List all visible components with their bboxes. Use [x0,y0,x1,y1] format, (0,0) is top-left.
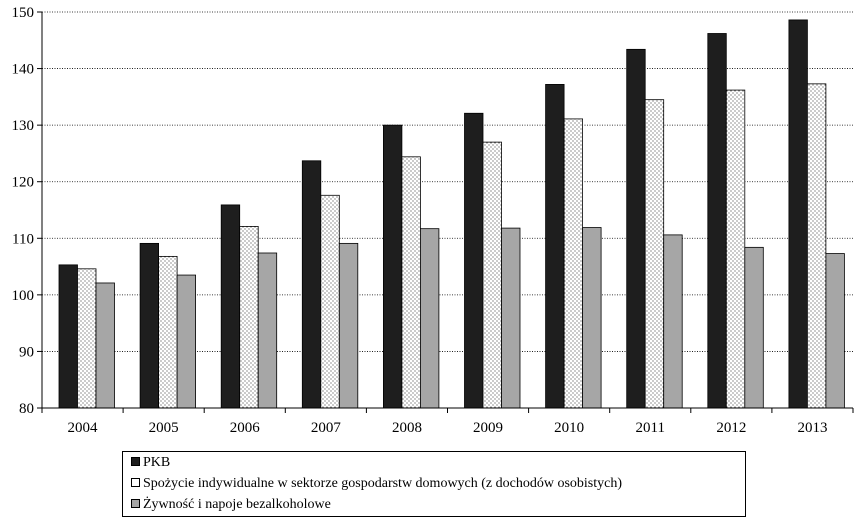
y-tick-label: 130 [12,118,35,134]
bar-2010-series-3 [582,227,602,409]
y-tick-labels: 80 90 100 110 120 130 140 150 [12,5,35,417]
legend-item-pkb: PKB [131,454,170,472]
legend-label-pkb: PKB [143,455,171,470]
bar-2013-series-1 [788,19,808,409]
x-tick-label: 2009 [473,420,503,436]
x-tick-label: 2004 [68,420,99,436]
x-tick-label: 2012 [716,420,746,436]
x-tick-labels: 2004 2005 2006 2007 2008 2009 2010 2011 2012 2013 [68,420,828,436]
legend-label-zywnosc: Żywność i napoje bezalkoholowe [143,497,331,512]
bar-2012-series-2 [725,89,746,409]
bar-2012-series-3 [744,246,764,409]
bar-2008-series-2 [401,156,421,409]
bar-2011-series-2 [644,99,665,409]
x-tick-label: 2011 [636,420,665,436]
bar-2004-series-1 [58,264,78,409]
bar-2005-series-3 [176,274,197,409]
bar-2004-series-3 [95,282,115,409]
bar-2011-series-1 [626,48,646,409]
bar-2009-series-2 [482,141,502,409]
legend-label-spozycie: Spożycie indywidualne w sektorze gospoda… [143,476,623,491]
legend: PKB Spożycie indywidualne w sektorze gos… [122,451,746,517]
bar-2009-series-1 [464,112,484,409]
x-tick-label: 2006 [230,420,261,436]
x-tick-label: 2008 [392,420,422,436]
bar-2004-series-2 [77,268,97,409]
bar-2007-series-2 [320,194,340,409]
y-tick-label: 100 [12,288,35,304]
bars [58,19,845,409]
bar-2008-series-1 [382,124,403,409]
bar-2006-series-1 [220,204,241,409]
y-tick-label: 80 [19,401,34,417]
legend-item-zywnosc: Żywność i napoje bezalkoholowe [131,496,331,514]
bar-2006-series-3 [257,252,278,409]
bar-2010-series-2 [563,118,583,409]
bar-2011-series-3 [663,234,683,409]
bar-2007-series-1 [301,160,322,409]
bar-2008-series-3 [419,228,440,409]
bar-2013-series-3 [825,253,845,409]
x-tick-label: 2010 [554,420,584,436]
bar-2005-series-1 [139,242,160,409]
legend-swatch-zywnosc [131,499,140,508]
y-tick-label: 140 [12,62,35,78]
bar-2010-series-1 [545,84,565,409]
x-tick-label: 2007 [311,420,342,436]
bar-2005-series-2 [158,255,178,409]
x-tick-label: 2005 [149,420,179,436]
y-tick-label: 110 [12,231,34,247]
bar-2007-series-3 [338,242,359,409]
bar-2012-series-1 [707,33,727,409]
bar-2013-series-2 [807,83,827,409]
y-tick-label: 90 [19,344,34,360]
bar-2006-series-2 [239,226,259,409]
bar-2009-series-3 [501,227,521,409]
legend-swatch-spozycie [131,478,140,487]
x-tick-label: 2013 [797,420,827,436]
legend-swatch-pkb [131,457,140,466]
y-tick-label: 150 [12,5,35,21]
y-tick-label: 120 [12,175,35,191]
axes [37,11,854,413]
legend-item-spozycie: Spożycie indywidualne w sektorze gospoda… [131,475,622,493]
